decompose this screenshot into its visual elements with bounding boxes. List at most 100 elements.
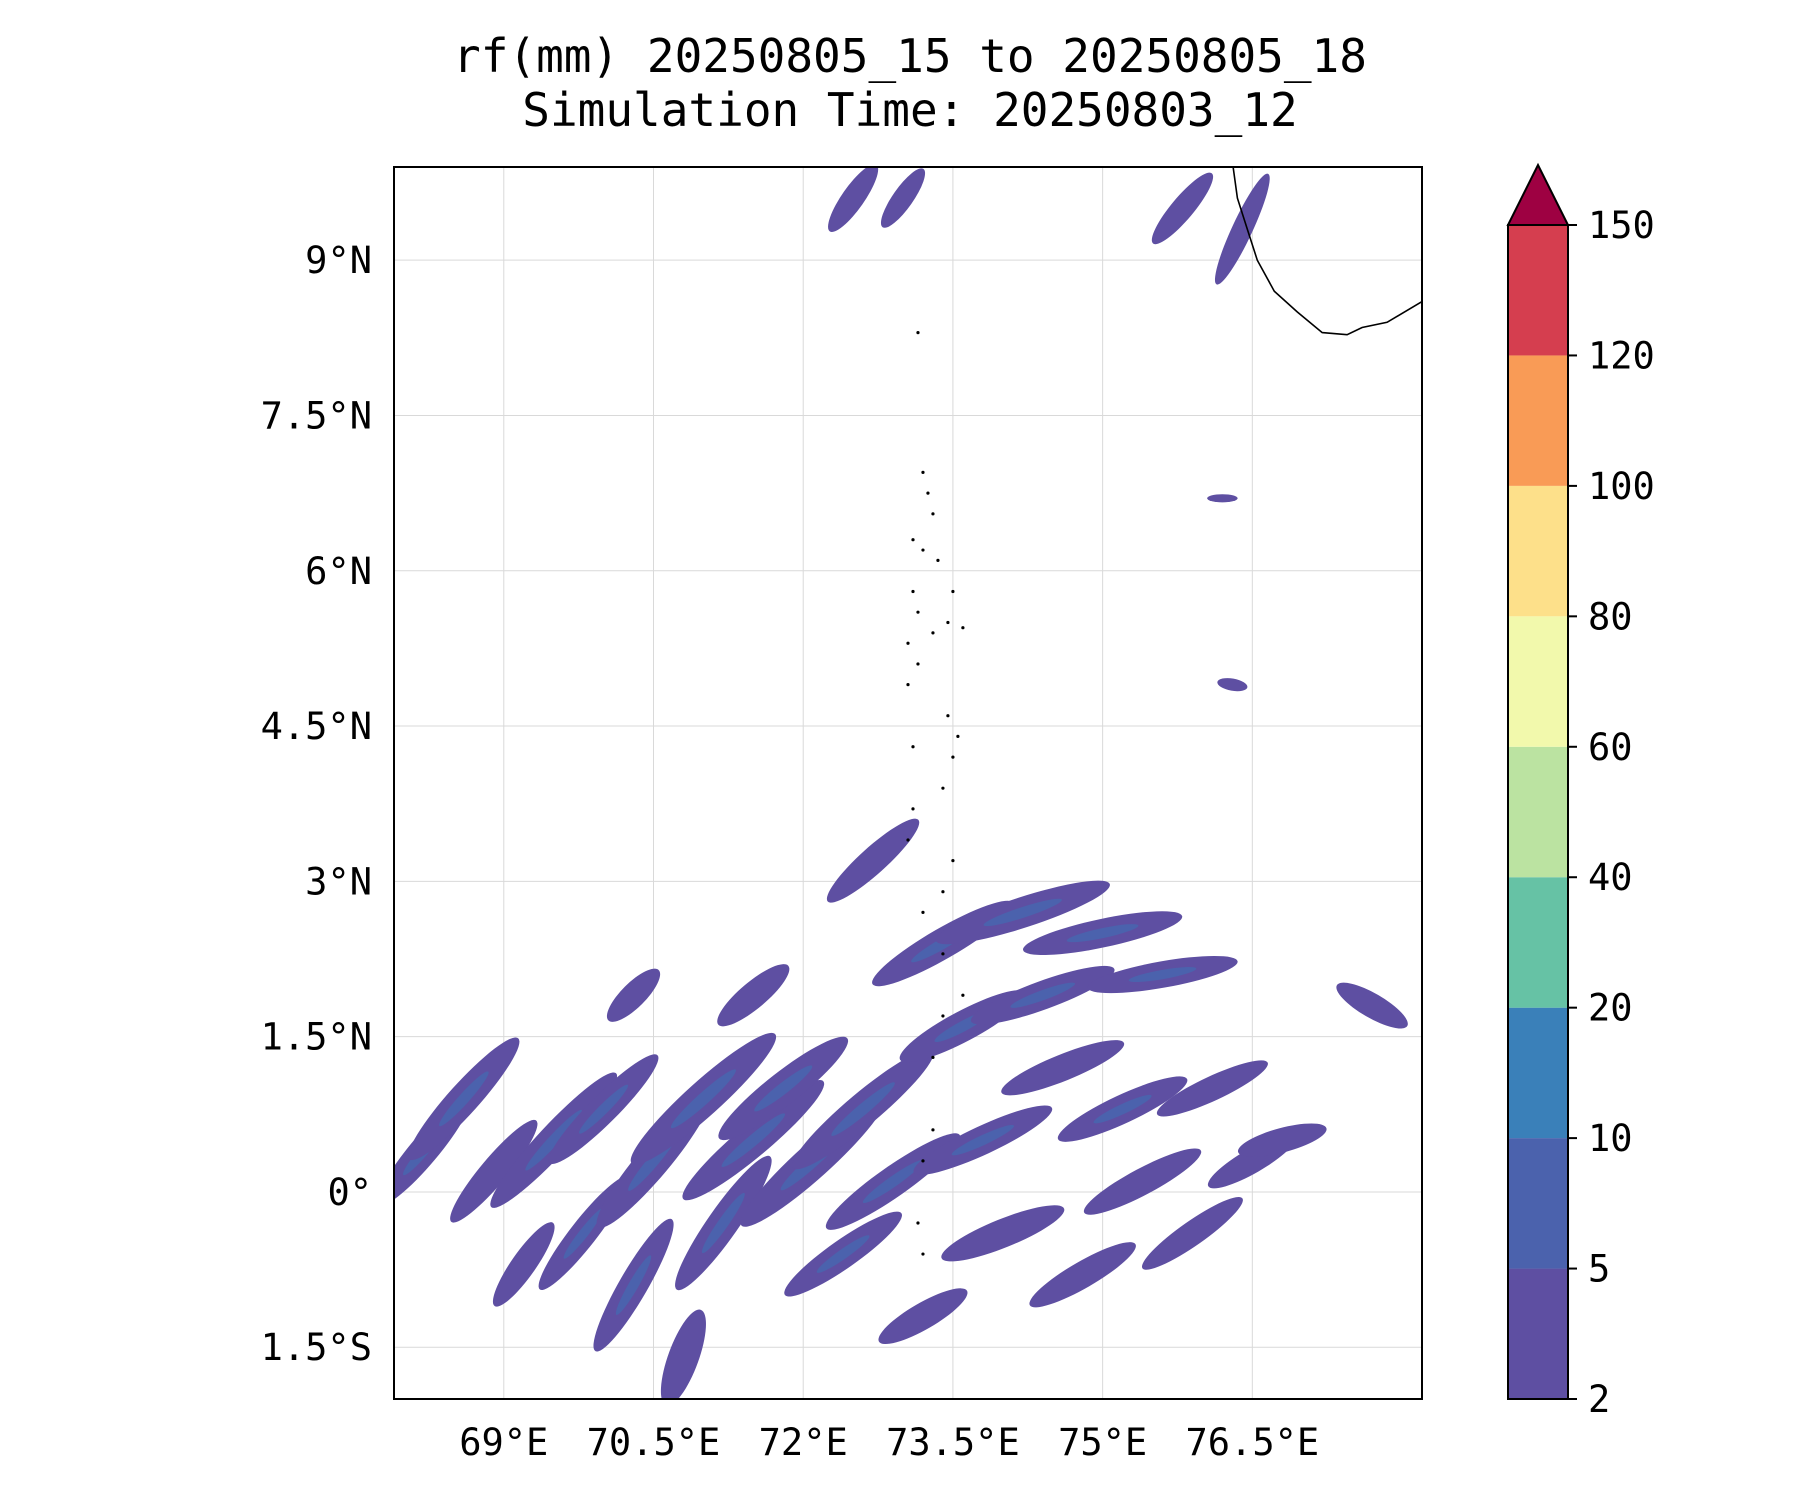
- rain-band: [675, 1155, 772, 1291]
- rain-band: [913, 1105, 1053, 1175]
- colorbar-tick-label: 40: [1588, 856, 1633, 899]
- colorbar: 2 5 10 20 40 60 80 100 120 150: [1506, 162, 1655, 1421]
- rain-band-outer: [1214, 173, 1270, 285]
- rain-band-outer: [1141, 1196, 1243, 1270]
- colorbar-segment: [1508, 746, 1568, 878]
- rain-band-core: [439, 1071, 489, 1127]
- rain-band-outer: [1237, 1123, 1327, 1157]
- rain-band: [784, 1211, 902, 1297]
- island-dot: [921, 470, 925, 475]
- rain-band-core: [831, 1082, 895, 1136]
- island-dot: [916, 1221, 920, 1225]
- rain-band-outer: [1217, 678, 1248, 692]
- island-dot: [951, 859, 955, 863]
- coastline: [1232, 167, 1422, 336]
- rain-band: [1237, 1123, 1327, 1157]
- island-dot: [931, 631, 935, 635]
- rain-band: [941, 1205, 1065, 1262]
- colorbar-segment: [1508, 616, 1568, 747]
- island-dot: [956, 734, 960, 739]
- island-dot: [946, 714, 950, 718]
- rain-band: [880, 168, 926, 228]
- rain-band: [1214, 173, 1270, 285]
- rain-band: [1141, 1196, 1243, 1270]
- rain-band-outer: [1151, 172, 1214, 245]
- island-dot: [941, 952, 945, 956]
- rain-band-outer: [1001, 1040, 1125, 1096]
- rain-band-core: [951, 1124, 1015, 1156]
- rain-band: [828, 167, 879, 232]
- rain-band-outer: [492, 1222, 555, 1307]
- island-dot: [911, 745, 915, 749]
- y-axis-ticks: 9°N 7.5°N 6°N 4.5°N 3°N 1.5°N 0° 1.5°S: [261, 239, 372, 1369]
- island-dot: [916, 331, 920, 335]
- island-dot: [931, 1055, 935, 1059]
- rain-band: [1156, 1060, 1268, 1117]
- y-tick-label: 6°N: [305, 550, 372, 593]
- colorbar-tick-label: 5: [1588, 1248, 1610, 1291]
- rain-band: [682, 1080, 825, 1201]
- island-dot: [911, 589, 915, 594]
- island-dot: [961, 626, 965, 630]
- island-dot: [946, 620, 950, 625]
- rain-band-outer: [717, 964, 790, 1027]
- map-background: [394, 167, 1422, 1399]
- island-dot: [921, 1252, 925, 1256]
- chart-subtitle: Simulation Time: 20250803_12: [522, 83, 1297, 137]
- island-dot: [961, 993, 965, 997]
- island-dot: [931, 1128, 935, 1132]
- rain-band-core: [1010, 982, 1076, 1008]
- rain-band: [1151, 172, 1214, 245]
- rain-band: [878, 1288, 968, 1345]
- colorbar-tick-label: 100: [1588, 465, 1655, 508]
- rain-band-outer: [1083, 1148, 1202, 1215]
- rain-band: [660, 1309, 706, 1399]
- colorbar-extend-arrow: [1506, 162, 1570, 226]
- y-tick-label: 9°N: [305, 239, 372, 282]
- island-dot: [921, 1159, 925, 1163]
- colorbar-segment: [1508, 877, 1568, 1008]
- island-dot: [916, 610, 920, 614]
- rain-band-outer: [826, 818, 920, 903]
- colorbar-tick-label: 150: [1588, 204, 1655, 247]
- island-dot: [941, 890, 945, 894]
- rain-band-core: [1093, 1094, 1152, 1124]
- rain-band: [718, 1036, 849, 1141]
- island-dot: [936, 558, 940, 563]
- rain-band-outer: [878, 1288, 968, 1345]
- rain-band-core: [862, 1160, 924, 1204]
- y-tick-label: 1.5°S: [261, 1326, 372, 1369]
- rain-band-outer: [450, 1119, 538, 1223]
- rain-band: [792, 1048, 934, 1170]
- rain-band-core: [579, 1084, 629, 1134]
- colorbar-tick-label: 20: [1588, 987, 1633, 1030]
- colorbar-tick-label: 2: [1588, 1378, 1610, 1421]
- colorbar-segment: [1508, 1268, 1568, 1399]
- island-dot: [906, 683, 910, 687]
- colorbar-tick-label: 10: [1588, 1117, 1633, 1160]
- chart-title: rf(mm) 20250805_15 to 20250805_18: [453, 29, 1367, 83]
- island-dot: [931, 512, 935, 516]
- colorbar-segment: [1508, 355, 1568, 486]
- rain-band-outer: [1207, 494, 1238, 503]
- rain-band-outer: [1029, 1242, 1136, 1308]
- colorbar-segment: [1508, 225, 1568, 356]
- rain-band: [826, 818, 920, 903]
- rain-band-core: [525, 1109, 583, 1171]
- rain-band: [1029, 1242, 1136, 1308]
- rain-band-outer: [1156, 1060, 1268, 1117]
- rain-band-core: [670, 1069, 736, 1129]
- rain-band: [1057, 1076, 1188, 1142]
- x-tick-label: 75°E: [1058, 1421, 1147, 1464]
- rain-band-outer: [828, 167, 879, 232]
- x-tick-label: 73.5°E: [886, 1421, 1020, 1464]
- rain-band: [970, 965, 1115, 1025]
- y-tick-label: 1.5°N: [261, 1016, 372, 1059]
- colorbar-tick-label: 120: [1588, 334, 1655, 377]
- colorbar-segment: [1508, 1007, 1568, 1139]
- colorbar-frame: [1507, 224, 1569, 1400]
- island-dot: [921, 910, 925, 915]
- rain-band: [606, 968, 661, 1022]
- colorbar-segment: [1508, 1138, 1568, 1269]
- rain-band: [1336, 982, 1408, 1029]
